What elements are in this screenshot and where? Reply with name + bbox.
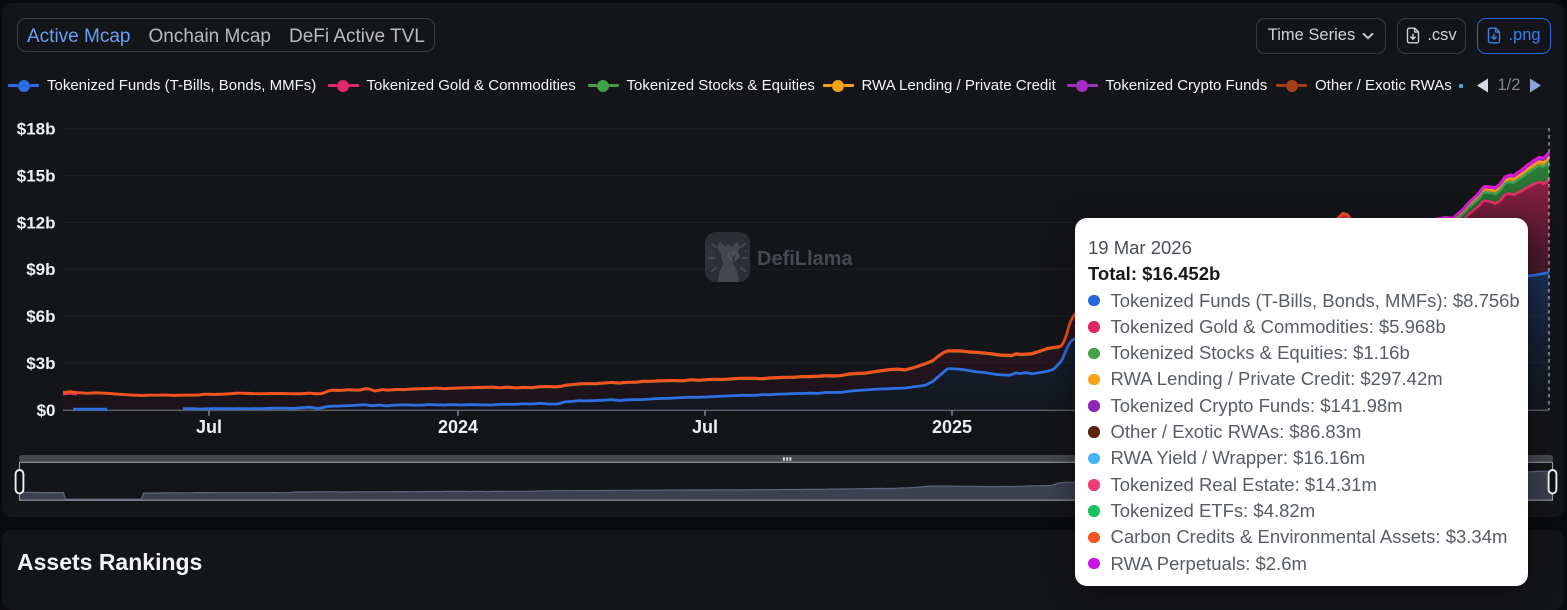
svg-text:DefiLlama: DefiLlama [757, 248, 853, 270]
svg-text:$9b: $9b [26, 260, 55, 279]
svg-text:$0: $0 [37, 401, 56, 420]
svg-text:2025: 2025 [932, 417, 972, 437]
svg-text:$6b: $6b [26, 307, 55, 326]
svg-text:Jul: Jul [196, 417, 222, 437]
svg-text:$3b: $3b [26, 354, 55, 373]
svg-text:Jul: Jul [692, 417, 718, 437]
svg-text:2024: 2024 [438, 417, 478, 437]
svg-text:$12b: $12b [17, 213, 56, 232]
svg-text:$18b: $18b [17, 120, 56, 139]
svg-text:$15b: $15b [17, 167, 56, 186]
